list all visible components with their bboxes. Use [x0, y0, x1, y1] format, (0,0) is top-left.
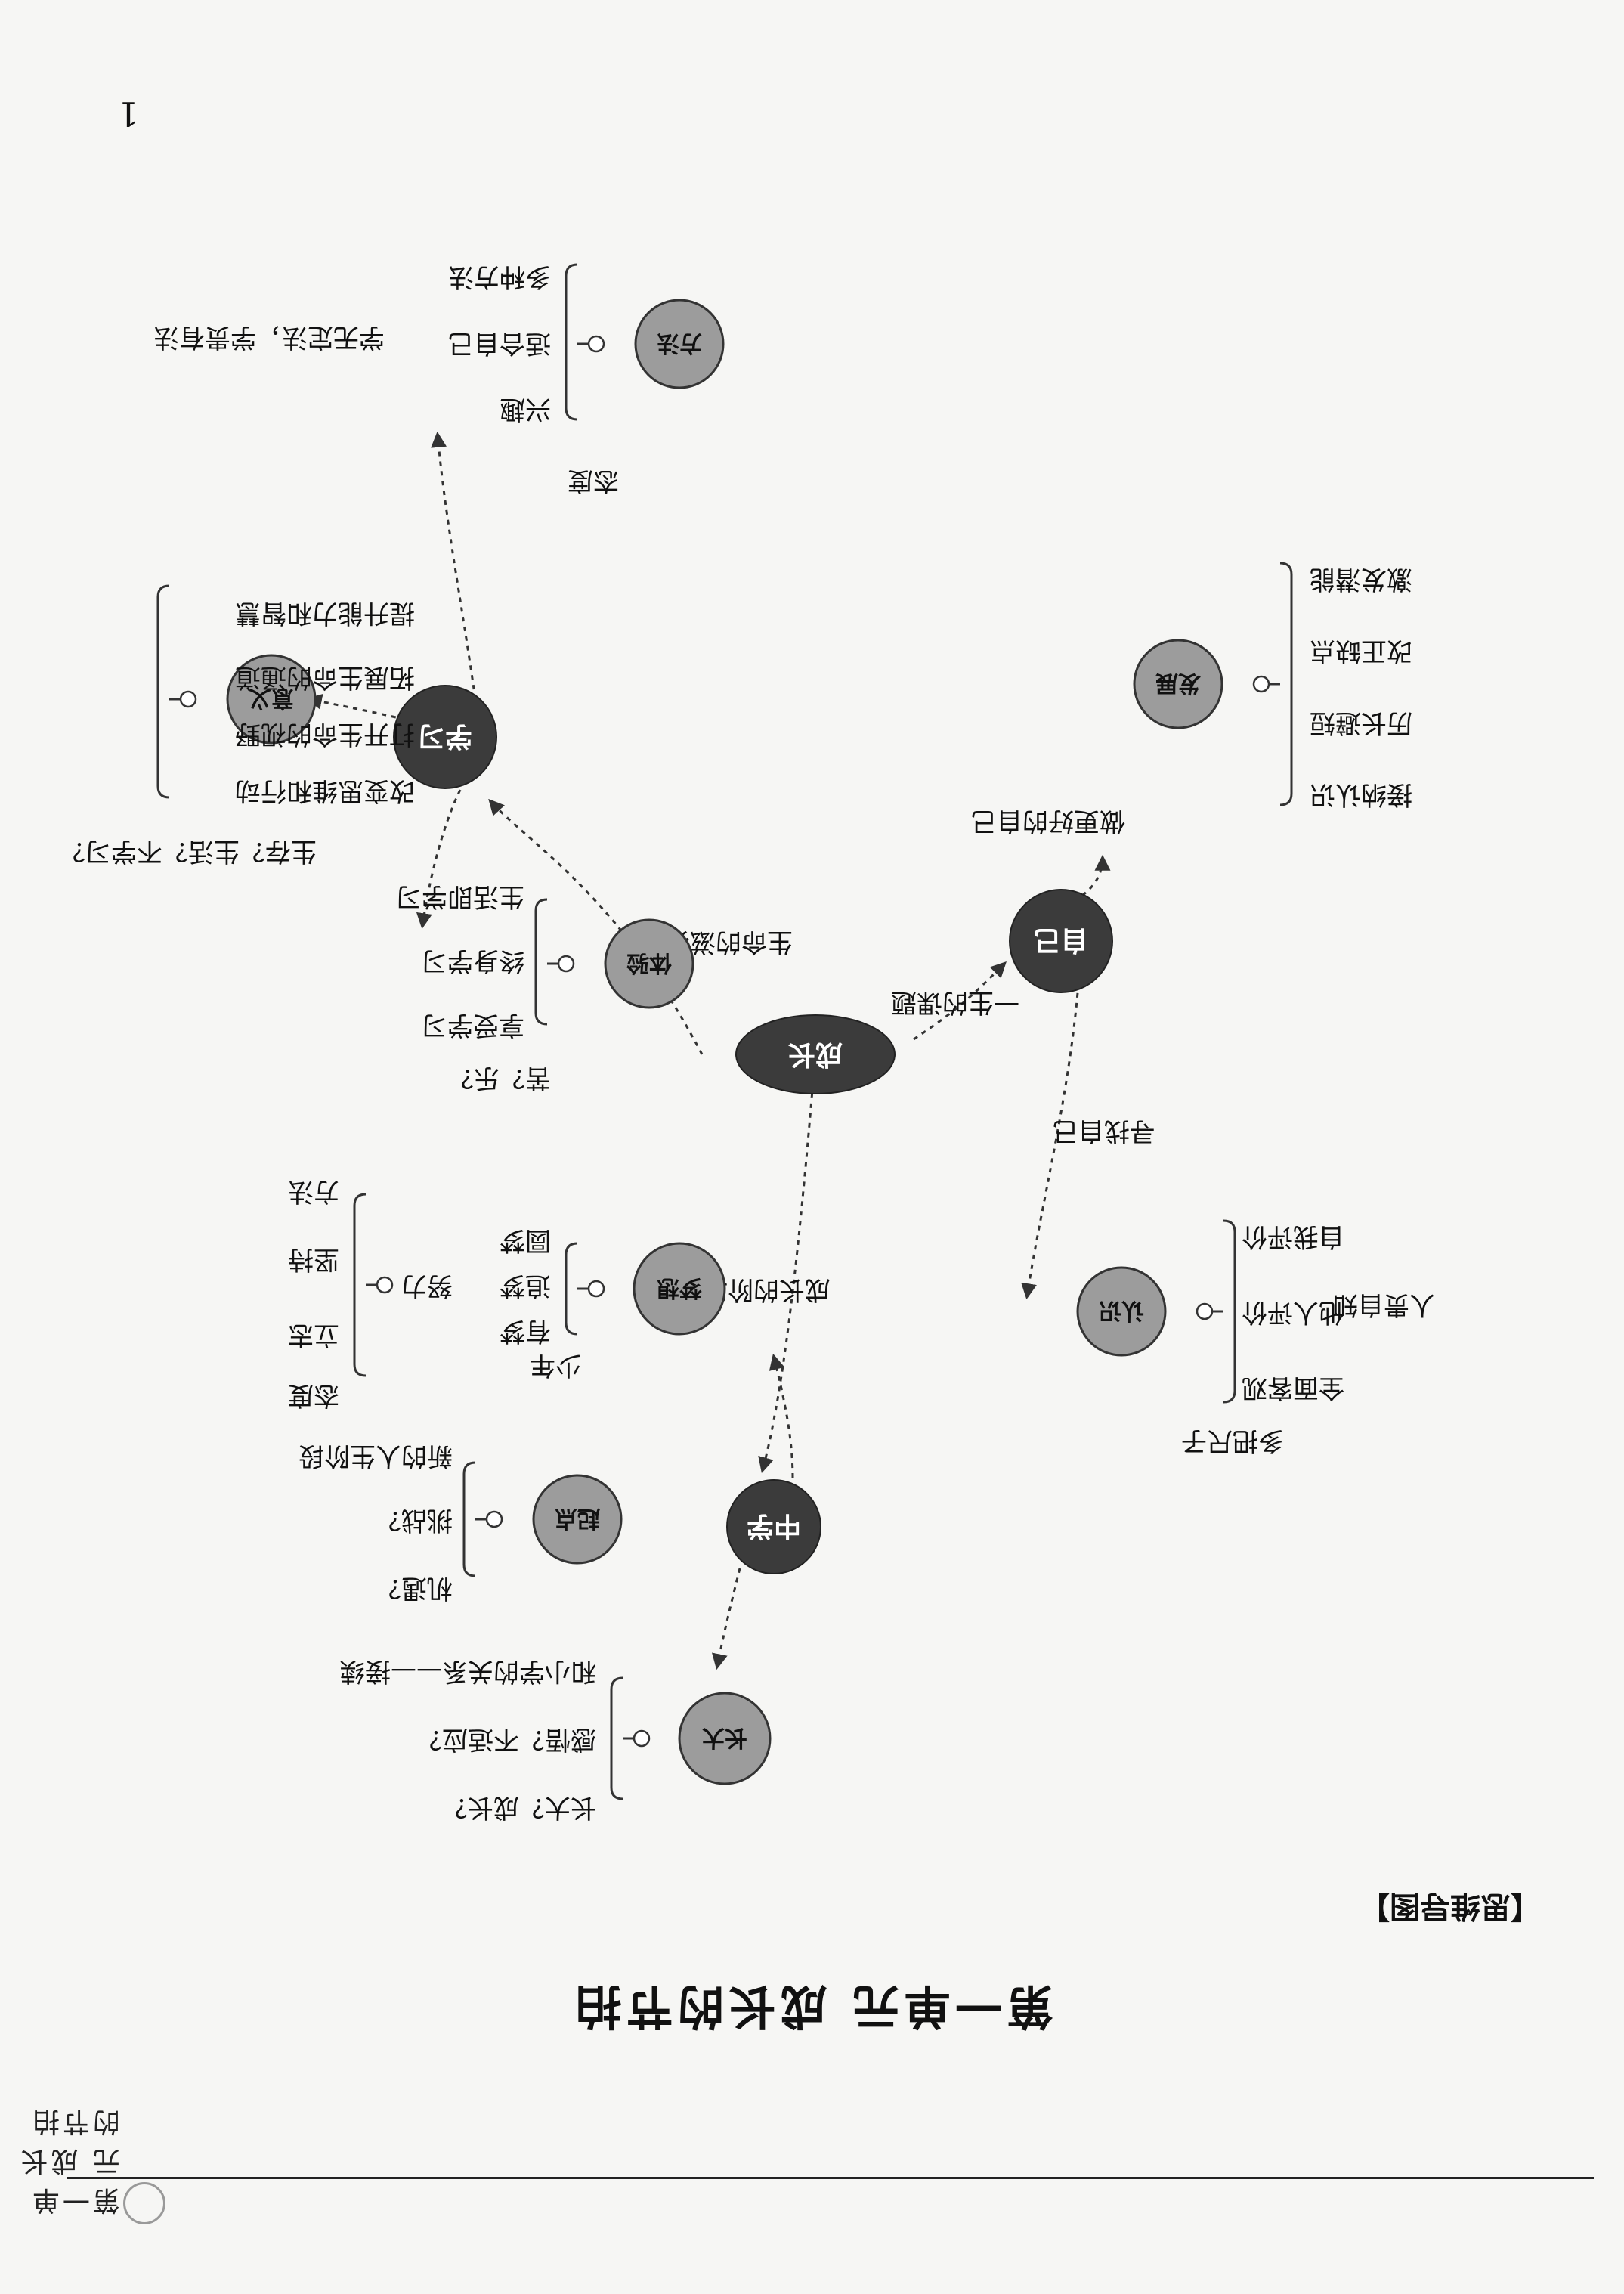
- nuli-item-2: 立志: [288, 1320, 339, 1350]
- page-number: 1: [118, 94, 139, 132]
- yiyi-item-4: 提升能力和智慧: [235, 598, 415, 628]
- node-qidian-label: 起点: [555, 1505, 600, 1531]
- qidian-item-1: 机遇？: [376, 1573, 453, 1603]
- fazhan-item-1: 接纳认识: [1310, 779, 1412, 810]
- renshi-note: 人贵自知: [1332, 1289, 1435, 1320]
- edge-label-ziji-fazhan: 做更好的自己: [971, 806, 1125, 836]
- node-renshi: 认识: [1076, 1266, 1167, 1357]
- bracket-nuli: [353, 1193, 377, 1377]
- edge-label-ziji-renshi: 寻找自己: [1053, 1116, 1155, 1146]
- collapse-renshi-icon: [1196, 1302, 1214, 1320]
- fangfa-item-3: 多种方法: [448, 262, 551, 292]
- node-yiyi-label: 意义: [249, 685, 294, 711]
- node-ziji-label: 自己: [1034, 924, 1088, 955]
- nuli-label: 努力: [401, 1271, 453, 1301]
- nuli-item-1: 态度: [288, 1380, 339, 1410]
- fangfa-pre: 态度: [568, 466, 619, 496]
- edge-center-zhongxue: [758, 1054, 817, 1474]
- nuli-item-4: 方法: [288, 1176, 339, 1206]
- node-tiyan-label: 体验: [626, 949, 672, 976]
- bracket-fangfa: [565, 263, 589, 421]
- edge-ziji-fazhan: [1021, 963, 1081, 1300]
- zhangda-item-3: 和小学的关系——接续: [339, 1656, 596, 1686]
- node-mengxiang-label: 梦想: [657, 1274, 702, 1301]
- node-fazhan-label: 发展: [1155, 670, 1202, 696]
- collapse-qidian-icon: [485, 1510, 503, 1528]
- node-yiyi: 意义: [226, 654, 317, 745]
- renshi-pre: 多把尺子: [1181, 1426, 1284, 1456]
- nuli-item-3: 坚持: [288, 1244, 339, 1274]
- yiyi-pre: 生存？生活？不学习？: [60, 836, 317, 866]
- node-zhongxue-label: 中学: [747, 1510, 801, 1542]
- node-tiyan: 体验: [604, 918, 694, 1009]
- fazhan-item-2: 历长避短: [1310, 707, 1412, 738]
- collapse-yiyi-icon: [179, 690, 197, 708]
- bracket-zhangda: [610, 1676, 634, 1800]
- node-center-label: 成长: [788, 1039, 843, 1070]
- bracket-mengxiang: [565, 1242, 589, 1336]
- zhangda-item-1: 长大？成长？: [442, 1792, 596, 1822]
- yiyi-item-3: 拓展生命的通道: [235, 662, 415, 692]
- tiyan-item-1: 享受学习: [422, 1010, 524, 1040]
- mengxiang-item-3: 圆梦: [500, 1225, 551, 1255]
- node-renshi-label: 认识: [1099, 1297, 1144, 1323]
- collapse-nuli-icon: [376, 1276, 394, 1294]
- renshi-item-3: 自我评价: [1242, 1221, 1344, 1252]
- edge-zhongxue-zhangda: [711, 1568, 741, 1670]
- edge-center-xuexi: [488, 798, 704, 1055]
- edge-xuexi-tiyan: [416, 789, 462, 930]
- node-fangfa: 方法: [634, 299, 725, 389]
- bracket-yiyi: [156, 584, 181, 799]
- node-qidian: 起点: [532, 1474, 623, 1565]
- qidian-item-3: 新的人生阶段: [299, 1441, 453, 1471]
- node-zhangda: 长大: [678, 1692, 772, 1785]
- bracket-tiyan: [534, 898, 558, 1026]
- renshi-item-1: 全面客观: [1242, 1373, 1344, 1403]
- yiyi-item-1: 改变思维和行动: [235, 776, 415, 806]
- collapse-mengxiang-icon: [587, 1280, 605, 1298]
- mengxiang-item-1: 有梦: [500, 1316, 551, 1346]
- collapse-fangfa-icon: [587, 335, 605, 353]
- edge-label-center-ziji: 一生的课题: [891, 987, 1019, 1017]
- node-xuexi: 学习: [393, 685, 497, 789]
- node-fangfa-label: 方法: [657, 330, 702, 356]
- node-zhongxue: 中学: [726, 1479, 821, 1574]
- collapse-tiyan-icon: [557, 955, 575, 973]
- fazhan-item-3: 改正缺点: [1310, 636, 1412, 666]
- renshi-item-2: 他人评价: [1242, 1297, 1344, 1327]
- tiyan-pre: 苦？乐？: [448, 1063, 551, 1093]
- fangfa-item-1: 兴趣: [500, 394, 551, 424]
- node-center: 成长: [735, 1014, 896, 1094]
- node-fazhan: 发展: [1133, 639, 1223, 729]
- bracket-fazhan: [1269, 562, 1293, 806]
- bracket-qidian: [462, 1461, 487, 1577]
- fangfa-item-2: 适合自己: [448, 328, 551, 358]
- bracket-renshi: [1212, 1219, 1236, 1404]
- yiyi-item-2: 打开生命的视野: [235, 719, 415, 749]
- edge-xuexi-fangfa: [431, 431, 477, 700]
- fazhan-item-4: 激发潜能: [1310, 564, 1412, 594]
- mengxiang-item-2: 追梦: [500, 1271, 551, 1301]
- collapse-zhangda-icon: [633, 1729, 651, 1748]
- zhangda-item-2: 感悟？不适应？: [416, 1724, 596, 1754]
- edge-zhongxue-mengxiang: [769, 1353, 794, 1478]
- mengxiang-pre: 少年: [530, 1350, 581, 1380]
- tiyan-item-3: 生活即学习: [396, 881, 524, 912]
- node-mengxiang: 梦想: [633, 1242, 726, 1336]
- fangfa-note: 学无定法，学贵有法: [153, 322, 385, 352]
- tiyan-item-2: 终身学习: [422, 946, 524, 976]
- node-zhangda-label: 长大: [702, 1724, 747, 1751]
- node-xuexi-label: 学习: [418, 720, 472, 752]
- qidian-item-2: 挑战？: [376, 1505, 453, 1535]
- node-ziji: 自己: [1009, 889, 1113, 993]
- collapse-fazhan-icon: [1252, 675, 1270, 693]
